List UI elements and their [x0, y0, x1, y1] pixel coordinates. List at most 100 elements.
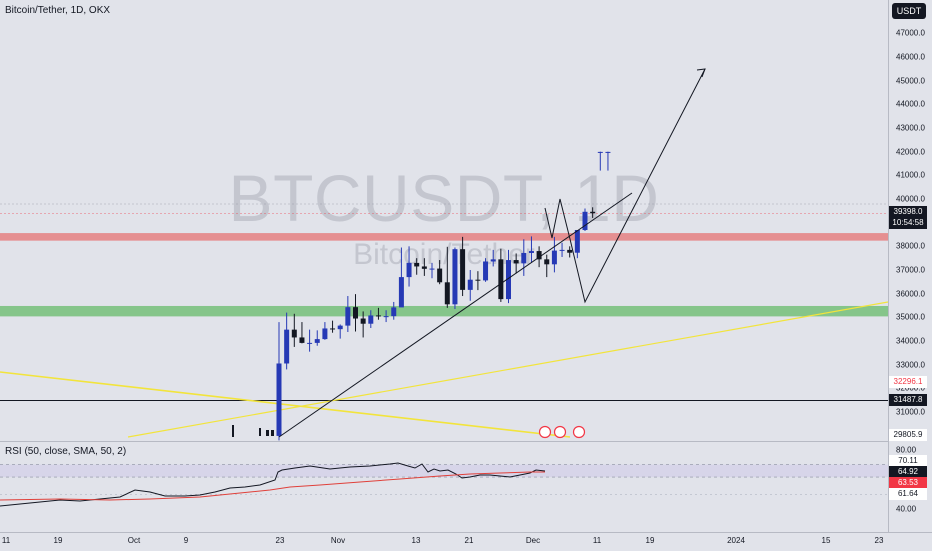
- candle-body: [590, 211, 596, 214]
- currency-unit-button[interactable]: USDT: [892, 3, 926, 19]
- candle-body: [559, 249, 565, 251]
- time-tick-label: 9: [183, 536, 189, 545]
- red-level-badge: 32296.1: [889, 376, 927, 388]
- time-tick-label: 23: [275, 536, 285, 545]
- time-tick-label: Oct: [127, 536, 141, 545]
- candle-body: [232, 425, 234, 437]
- price-pane[interactable]: [0, 0, 888, 441]
- price-tick-label: 37000.0: [896, 265, 925, 275]
- candle-body: [353, 307, 358, 319]
- candle-body: [307, 342, 313, 344]
- candle-body: [460, 249, 466, 290]
- candle-body: [266, 430, 269, 436]
- time-tick-label: 23: [874, 536, 884, 545]
- economic-event-icon: [553, 425, 567, 439]
- price-tick-label: 41000.0: [896, 170, 925, 180]
- rsi-upper-badge: 70.11: [889, 455, 927, 467]
- price-axis[interactable]: [888, 0, 932, 532]
- price-tick-label: 32000.0: [896, 383, 925, 393]
- rsi-tick-label: 80.00: [896, 445, 917, 455]
- price-tick-label: 38000.0: [896, 241, 925, 251]
- candle-body: [498, 259, 504, 300]
- candle-body: [322, 328, 328, 340]
- rsi-lower-badge: 61.64: [889, 488, 927, 500]
- projection-arrowhead: [696, 68, 706, 78]
- candle-body: [467, 279, 473, 290]
- dividend-event-icon: [538, 425, 552, 439]
- candle-body: [284, 329, 290, 364]
- time-tick-label: 13: [411, 536, 421, 545]
- rsi-value-badge: 64.92: [889, 466, 927, 478]
- time-tick-label: Dec: [525, 536, 541, 545]
- candle-body: [406, 262, 412, 278]
- candle-body: [582, 211, 588, 231]
- candle-body: [597, 151, 603, 153]
- candle-body: [259, 428, 261, 436]
- candle-body: [574, 230, 580, 253]
- candle-body: [444, 282, 450, 305]
- symbol-legend[interactable]: Bitcoin/Tether, 1D, OKX: [5, 5, 111, 16]
- rsi-line: [0, 462, 546, 507]
- price-tick-label: 36000.0: [896, 289, 925, 299]
- candle-body: [528, 251, 534, 253]
- candle-body: [345, 307, 351, 326]
- yellow-descending-line: [0, 371, 571, 438]
- low-level-badge: 29805.9: [889, 429, 927, 441]
- candle-body: [551, 250, 557, 265]
- time-tick-label: 21: [464, 536, 474, 545]
- last-price-badge: 39398.0: [889, 206, 927, 218]
- ascending-trendline: [278, 192, 633, 438]
- time-tick-label: 15: [821, 536, 831, 545]
- candle-body: [276, 363, 282, 436]
- candle-body: [452, 249, 458, 305]
- candle-body: [299, 337, 305, 343]
- rsi-ma-line: [0, 471, 545, 501]
- support-zone: [0, 305, 888, 317]
- rsi-legend[interactable]: RSI (50, close, SMA, 50, 2): [5, 446, 127, 457]
- rsi-ma-badge: 63.53: [889, 477, 927, 489]
- candle-body: [483, 261, 489, 281]
- candle-body: [375, 315, 381, 317]
- price-tick-label: 45000.0: [896, 76, 925, 86]
- resistance-zone: [0, 233, 888, 241]
- candle-body: [506, 260, 511, 300]
- price-tick-label: 43000.0: [896, 123, 925, 133]
- price-tick-label: 46000.0: [896, 52, 925, 62]
- candle-body: [414, 262, 420, 267]
- countdown-badge: 10:54:58: [889, 217, 927, 229]
- time-tick-label: 11: [592, 536, 602, 545]
- name-watermark: Bitcoin/Tether: [353, 238, 535, 271]
- candle-body: [605, 151, 611, 153]
- candle-body: [383, 316, 389, 318]
- price-tick-label: 44000.0: [896, 99, 925, 109]
- candle-body: [337, 325, 343, 330]
- candle-body: [490, 259, 496, 262]
- candle-body: [398, 277, 404, 308]
- black-level-badge: 31487.8: [889, 394, 927, 406]
- time-axis[interactable]: [0, 532, 932, 551]
- price-tick-label: 42000.0: [896, 147, 925, 157]
- time-tick-label: 11: [1, 536, 11, 545]
- price-tick-label: 34000.0: [896, 336, 925, 346]
- time-tick-label: 19: [53, 536, 63, 545]
- time-tick-label: Nov: [330, 536, 346, 545]
- price-tick-label: 33000.0: [896, 360, 925, 370]
- candle-body: [421, 266, 427, 269]
- candle-body: [429, 268, 435, 270]
- price-tick-label: 40000.0: [896, 194, 925, 204]
- candle-body: [368, 315, 374, 324]
- candle-body: [314, 339, 320, 343]
- candle-body: [544, 259, 550, 265]
- candle-body: [271, 430, 274, 436]
- candle-body: [437, 268, 443, 283]
- candle-body: [330, 328, 336, 330]
- time-tick-label: 19: [645, 536, 655, 545]
- candle-body: [567, 249, 573, 253]
- candle-body: [513, 260, 519, 264]
- rsi-pane[interactable]: [0, 441, 888, 533]
- candle-body: [391, 307, 397, 317]
- rsi-tick-label: 40.00: [896, 504, 917, 514]
- candle-body: [521, 252, 527, 264]
- price-tick-label: 35000.0: [896, 312, 925, 322]
